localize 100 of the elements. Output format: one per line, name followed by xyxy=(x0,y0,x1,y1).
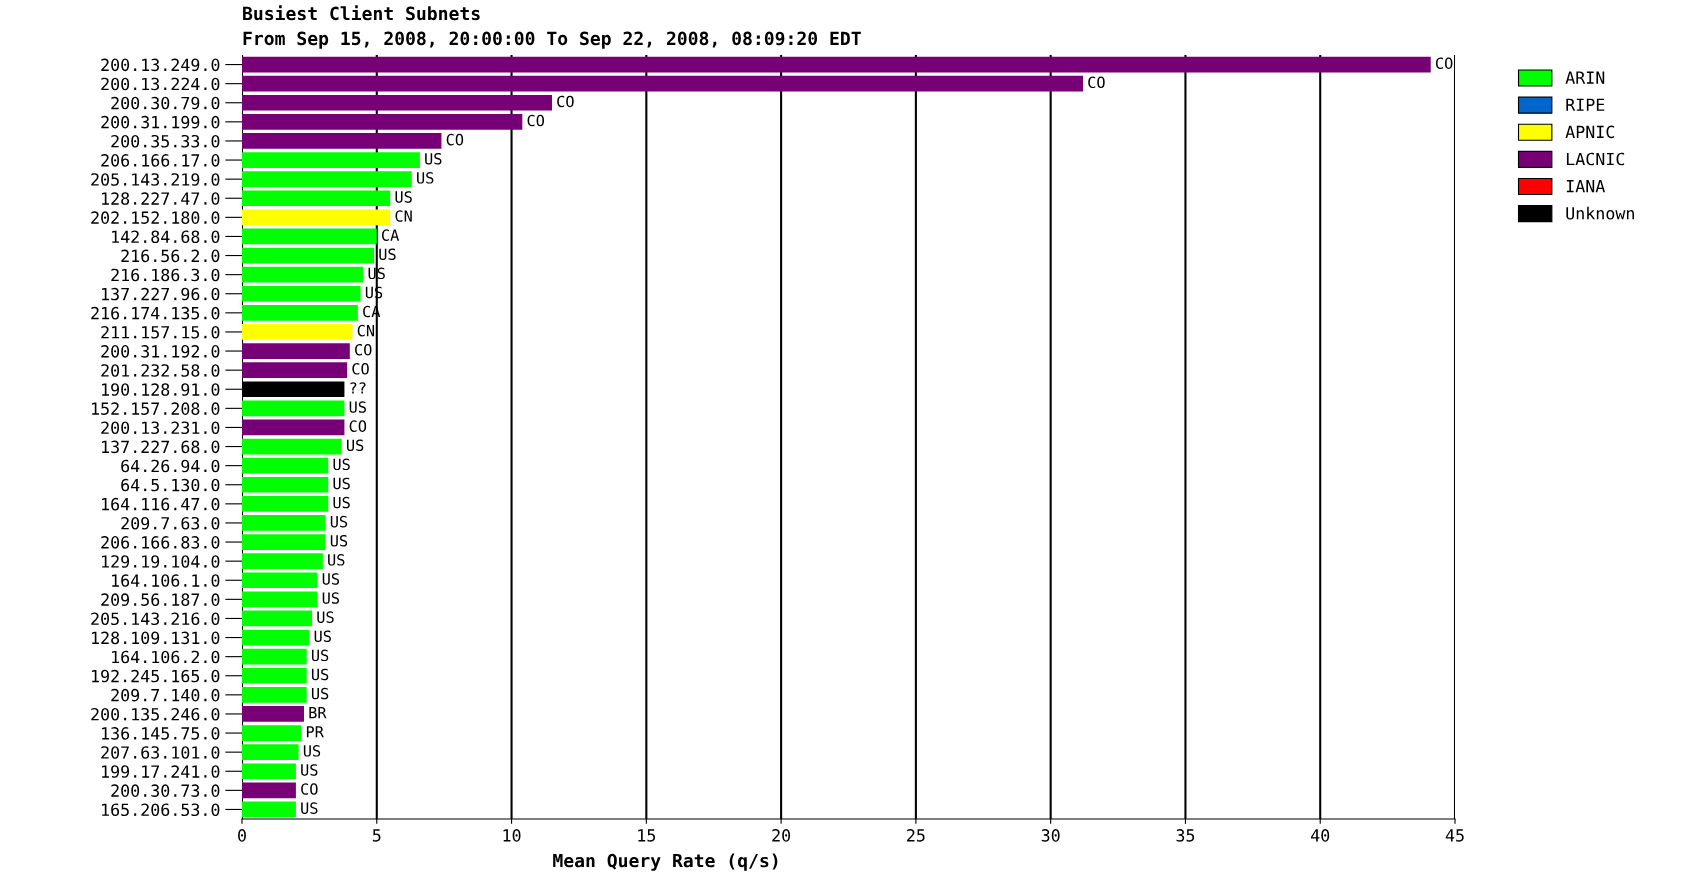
data-label: ?? xyxy=(350,382,366,394)
bar xyxy=(242,419,345,436)
y-tick-label: 205.143.219.0 xyxy=(91,173,220,186)
y-tick-label: 200.13.231.0 xyxy=(101,421,220,435)
bar xyxy=(242,744,299,760)
y-tick-label: 64.26.94.0 xyxy=(121,459,220,473)
y-tick-label: 200.31.199.0 xyxy=(101,115,220,129)
x-tick-label: 0 xyxy=(238,829,246,842)
data-label: CO xyxy=(355,343,372,356)
data-label: US xyxy=(317,611,334,623)
y-tick-label: 129.19.104.0 xyxy=(102,555,220,568)
data-label: US xyxy=(330,534,348,547)
bar xyxy=(242,75,1084,92)
y-tick-label: 206.166.83.0 xyxy=(101,536,220,549)
x-tick-label: 45 xyxy=(1445,829,1464,842)
chart-title: Busiest Client Subnets xyxy=(243,5,480,21)
bar xyxy=(242,56,1431,73)
data-label: US xyxy=(311,649,329,662)
y-tick-label: 201.232.58.0 xyxy=(101,364,220,377)
bar xyxy=(242,94,552,111)
y-tick-label: 137.227.68.0 xyxy=(102,440,220,454)
bar xyxy=(242,534,326,550)
y-tick-label: 200.135.246.0 xyxy=(91,707,220,721)
data-label: CO xyxy=(446,133,464,146)
bar xyxy=(242,114,523,130)
y-tick-label: 164.106.2.0 xyxy=(112,650,220,664)
data-label: CO xyxy=(557,95,574,108)
legend-label: LACNIC xyxy=(1566,152,1625,166)
data-label: US xyxy=(347,439,364,452)
bar xyxy=(242,209,391,226)
bar xyxy=(242,553,323,569)
data-label: US xyxy=(333,477,350,490)
data-label: US xyxy=(349,401,366,413)
y-tick-label: 216.174.135.0 xyxy=(91,306,220,320)
data-label: CN xyxy=(395,210,412,222)
y-tick-label: 200.31.192.0 xyxy=(101,345,220,358)
data-label: BR xyxy=(309,707,327,719)
bar xyxy=(242,190,391,207)
x-tick-label: 25 xyxy=(907,829,925,842)
bar xyxy=(242,285,361,302)
y-tick-label: 200.35.33.0 xyxy=(111,134,220,148)
y-tick-label: 128.227.47.0 xyxy=(102,192,220,205)
y-tick-label: 192.245.165.0 xyxy=(92,669,220,683)
data-label: US xyxy=(322,573,340,585)
bar xyxy=(242,133,442,149)
bar xyxy=(242,648,307,665)
data-label: CA xyxy=(381,229,400,241)
bar xyxy=(242,152,420,168)
data-label: CO xyxy=(349,420,367,432)
y-tick-label: 164.116.47.0 xyxy=(102,497,220,511)
data-label: US xyxy=(301,802,318,814)
x-tick-label: 30 xyxy=(1041,829,1060,842)
bar xyxy=(242,801,296,818)
data-label: US xyxy=(333,458,350,471)
y-tick-label: 211.157.15.0 xyxy=(101,325,220,339)
bar xyxy=(242,687,307,703)
data-label: PR xyxy=(306,726,324,738)
x-axis-title: Mean Query Rate (q/s) xyxy=(553,853,778,871)
bar xyxy=(242,725,302,741)
y-tick-label: 200.30.79.0 xyxy=(111,96,220,110)
x-tick-label: 5 xyxy=(372,829,381,842)
y-tick-label: 205.143.216.0 xyxy=(91,612,220,626)
bar xyxy=(242,706,304,722)
y-tick-label: 137.227.96.0 xyxy=(102,287,220,301)
data-label: US xyxy=(301,764,318,776)
data-label: US xyxy=(379,248,396,261)
x-tick-label: 40 xyxy=(1311,829,1330,842)
data-label: CO xyxy=(527,114,545,127)
y-tick-label: 64.5.130.0 xyxy=(121,478,220,492)
legend-label: APNIC xyxy=(1565,125,1615,139)
bar xyxy=(242,247,375,264)
data-label: CO xyxy=(1435,57,1453,70)
bar xyxy=(242,496,329,512)
bar xyxy=(242,324,353,340)
data-label: US xyxy=(322,592,340,604)
y-tick-label: 164.106.1.0 xyxy=(112,574,220,587)
y-tick-label: 216.56.2.0 xyxy=(121,249,220,263)
legend-label: ARIN xyxy=(1565,71,1605,84)
x-tick-label: 15 xyxy=(638,829,656,842)
y-tick-label: 216.186.3.0 xyxy=(111,268,220,282)
data-label: US xyxy=(311,687,329,700)
bar xyxy=(242,362,348,378)
data-label: US xyxy=(330,515,348,528)
data-label: US xyxy=(417,172,434,184)
data-label: US xyxy=(328,554,345,566)
data-label: US xyxy=(395,191,412,203)
y-tick-label: 202.152.180.0 xyxy=(91,211,220,224)
data-label: US xyxy=(425,152,442,165)
y-tick-label: 199.17.241.0 xyxy=(102,765,220,778)
x-tick-label: 35 xyxy=(1176,829,1195,842)
y-tick-label: 200.13.224.0 xyxy=(101,77,220,91)
data-label: US xyxy=(333,496,350,509)
y-tick-label: 152.157.208.0 xyxy=(92,402,220,415)
y-tick-label: 200.30.73.0 xyxy=(111,784,220,797)
y-tick-label: 209.7.140.0 xyxy=(111,688,220,702)
y-tick-label: 190.128.91.0 xyxy=(102,383,220,396)
y-tick-label: 209.56.187.0 xyxy=(101,593,220,606)
bar xyxy=(242,305,358,321)
bar xyxy=(242,667,307,684)
bar xyxy=(242,400,345,417)
